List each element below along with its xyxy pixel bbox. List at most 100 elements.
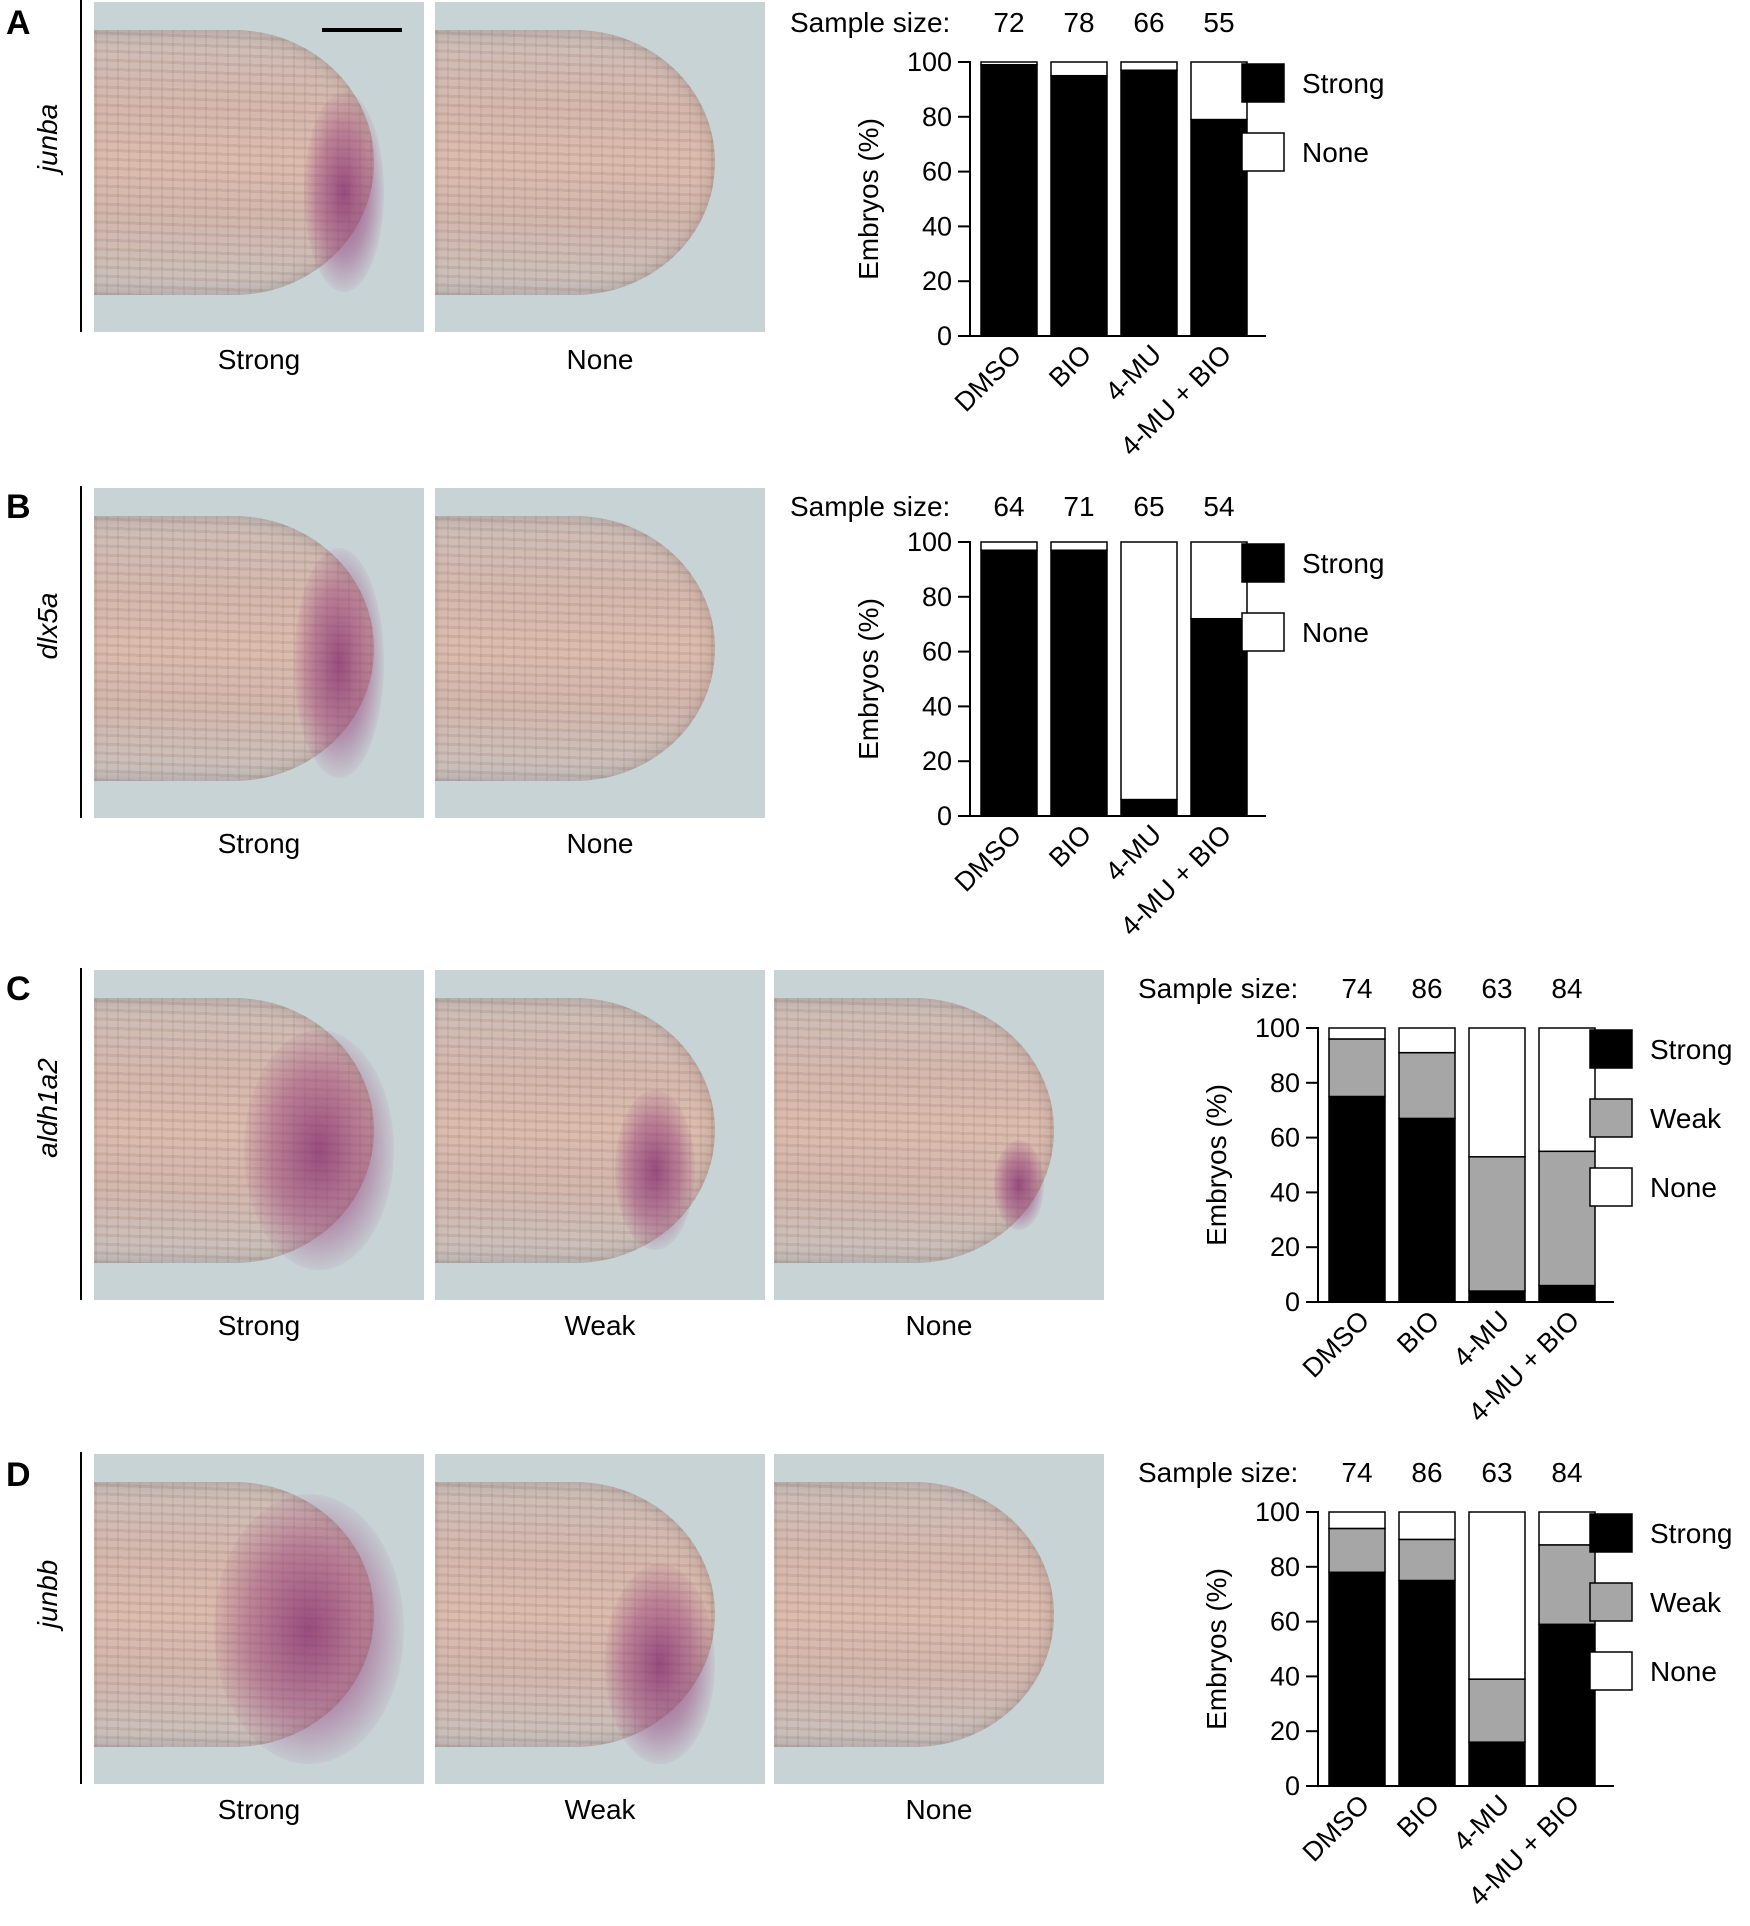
legend-swatch-strong	[1241, 543, 1285, 583]
sample-size-value: 55	[1203, 7, 1234, 38]
y-axis-label: Embryos (%)	[1201, 1568, 1232, 1730]
sample-size-value: 74	[1341, 973, 1372, 1004]
sample-size-value: 63	[1481, 973, 1512, 1004]
micrograph-b-none	[435, 488, 765, 818]
bar-segment-strong	[1398, 1579, 1456, 1787]
sample-size-value: 64	[993, 491, 1024, 522]
legend-swatch-none	[1589, 1167, 1633, 1207]
bar-segment-weak	[1328, 1038, 1386, 1098]
legend-label: Weak	[1650, 1103, 1722, 1134]
sample-size-label: Sample size:	[1138, 973, 1298, 1004]
x-tick-label: BIO	[1391, 1305, 1445, 1359]
legend-label: Strong	[1302, 68, 1385, 99]
bar-segment-none	[1190, 541, 1248, 620]
sample-size-label: Sample size:	[1138, 1457, 1298, 1488]
chart-c: Sample size: 74 86 63 84 Embryos (%) 0 20 40 60 80…	[1138, 973, 1733, 1428]
bar-segment-none	[980, 61, 1038, 66]
chart-d: Sample size: 74 86 63 84 Embryos (%) 0 20 40 60 80…	[1138, 1457, 1733, 1912]
bar-segment-none	[1120, 541, 1178, 801]
y-tick-label: 40	[1270, 1661, 1300, 1691]
sample-size-value: 54	[1203, 491, 1234, 522]
legend-swatch-strong	[1241, 63, 1285, 103]
bar-segment-weak	[1538, 1544, 1596, 1626]
image-label-d-3: None	[905, 1794, 973, 1825]
bar-segment-strong	[1468, 1290, 1526, 1303]
image-label-c-1: Strong	[217, 1310, 301, 1341]
bar-segment-weak	[1398, 1051, 1456, 1120]
sample-size-value: 74	[1341, 1457, 1372, 1488]
legend-label: Strong	[1650, 1518, 1733, 1549]
bar-segment-strong	[1190, 118, 1248, 337]
y-tick-label: 40	[1270, 1177, 1300, 1207]
y-tick-label: 20	[1270, 1716, 1300, 1746]
bar-segment-none	[1328, 1511, 1386, 1530]
panel-divider-b	[80, 486, 82, 818]
panel-divider-c	[80, 968, 82, 1300]
x-tick-label: BIO	[1391, 1789, 1445, 1843]
legend-label: Strong	[1302, 548, 1385, 579]
bar-segment-weak	[1468, 1156, 1526, 1292]
legend-swatch-none	[1589, 1651, 1633, 1691]
sample-size-value: 66	[1133, 7, 1164, 38]
sample-size-value: 63	[1481, 1457, 1512, 1488]
x-tick-label: DMSO	[1297, 1789, 1375, 1867]
image-label-a-1: Strong	[217, 344, 301, 375]
y-tick-label: 0	[1285, 1287, 1300, 1317]
bar-segment-weak	[1398, 1538, 1456, 1582]
bar-segment-weak	[1468, 1678, 1526, 1743]
bar-segment-none	[1190, 61, 1248, 121]
x-tick-label: DMSO	[949, 339, 1027, 417]
sample-size-label: Sample size:	[790, 491, 950, 522]
y-axis-label: Embryos (%)	[853, 118, 884, 280]
legend-swatch-none	[1241, 132, 1285, 172]
sample-size-value: 86	[1411, 1457, 1442, 1488]
legend-label: None	[1302, 617, 1369, 648]
gene-label-d: junbb	[32, 1559, 63, 1629]
x-tick-label: DMSO	[949, 819, 1027, 897]
y-tick-label: 60	[922, 157, 952, 187]
sample-size-value: 72	[993, 7, 1024, 38]
y-tick-label: 0	[937, 321, 952, 351]
bar-segment-none	[1398, 1511, 1456, 1541]
bar-segment-weak	[1328, 1527, 1386, 1574]
bar-segment-none	[1328, 1027, 1386, 1040]
sample-size-value: 65	[1133, 491, 1164, 522]
bar-segment-strong	[1120, 69, 1178, 337]
bar-segment-strong	[1328, 1095, 1386, 1303]
gene-label-c: aldh1a2	[32, 1058, 63, 1158]
micrograph-c-none	[774, 970, 1104, 1300]
gene-label-a: junba	[32, 103, 63, 173]
legend-swatch-strong	[1589, 1513, 1633, 1553]
panel-divider-a	[80, 0, 82, 332]
legend-label: None	[1650, 1172, 1717, 1203]
x-tick-label: BIO	[1043, 339, 1097, 393]
legend-label: None	[1302, 137, 1369, 168]
y-tick-label: 20	[1270, 1232, 1300, 1262]
bar-segment-none	[1050, 541, 1108, 551]
bar-segment-strong	[1050, 549, 1108, 817]
y-tick-label: 0	[1285, 1771, 1300, 1801]
gene-label-b: dlx5a	[32, 592, 63, 660]
y-tick-label: 80	[1270, 1552, 1300, 1582]
image-label-b-2: None	[566, 828, 634, 859]
sample-size-value: 86	[1411, 973, 1442, 1004]
y-tick-label: 0	[937, 801, 952, 831]
bar-segment-strong	[1538, 1284, 1596, 1303]
y-tick-label: 100	[1255, 1013, 1300, 1043]
sample-size-label: Sample size:	[790, 7, 950, 38]
micrograph-a-strong	[94, 2, 424, 332]
bar-segment-strong	[1398, 1117, 1456, 1303]
legend-swatch-none	[1241, 612, 1285, 652]
y-tick-label: 100	[1255, 1497, 1300, 1527]
image-label-d-1: Strong	[217, 1794, 301, 1825]
image-label-c-2: Weak	[564, 1310, 636, 1341]
panel-divider-d	[80, 1452, 82, 1784]
image-label-d-2: Weak	[564, 1794, 636, 1825]
image-label-a-2: None	[566, 344, 634, 375]
sample-size-value: 84	[1551, 973, 1582, 1004]
bar-segment-strong	[1538, 1623, 1596, 1787]
x-tick-label: BIO	[1043, 819, 1097, 873]
legend-swatch-weak	[1589, 1582, 1633, 1622]
panel-letter-a: A	[6, 4, 31, 42]
micrograph-b-strong	[94, 488, 424, 818]
